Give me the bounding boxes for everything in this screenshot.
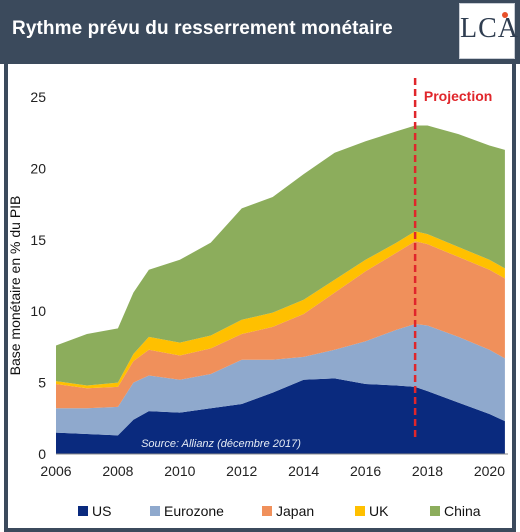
logo-dot-icon	[502, 12, 508, 18]
logo-text: LCA	[460, 13, 519, 44]
lca-logo: LCA	[459, 3, 519, 59]
y-tick-label: 25	[30, 89, 46, 105]
area-eurozone	[56, 324, 505, 436]
y-tick-label: 0	[38, 446, 46, 462]
source-annotation: Source: Allianz (décembre 2017)	[141, 438, 301, 450]
y-axis-label: Base monétaire en % du PIB	[7, 196, 23, 376]
legend-label-china: China	[444, 503, 481, 519]
area-us	[56, 378, 505, 454]
area-china	[56, 125, 505, 386]
legend: US Eurozone Japan UK China	[78, 503, 481, 519]
legend-label-uk: UK	[369, 503, 389, 519]
legend-swatch-china	[430, 506, 440, 516]
x-tick-labels: 2006 2008 2010 2012 2014 2016 2018 2020	[40, 463, 505, 479]
legend-label-eurozone: Eurozone	[164, 503, 224, 519]
legend-swatch-eurozone	[150, 506, 160, 516]
x-tick-label: 2016	[350, 463, 381, 479]
area-uk	[56, 231, 505, 389]
y-tick-label: 10	[30, 303, 46, 319]
chart-frame	[4, 64, 516, 532]
y-tick-label: 5	[38, 375, 46, 391]
area-japan	[56, 241, 505, 409]
x-tick-label: 2006	[40, 463, 71, 479]
x-tick-label: 2012	[226, 463, 257, 479]
y-tick-label: 15	[30, 232, 46, 248]
area-layers	[56, 125, 505, 454]
legend-label-japan: Japan	[276, 503, 314, 519]
legend-swatch-japan	[262, 506, 272, 516]
y-tick-labels: 0 5 10 15 20 25	[30, 89, 46, 462]
legend-swatch-us	[78, 506, 88, 516]
x-tick-label: 2014	[288, 463, 319, 479]
x-tick-label: 2008	[102, 463, 133, 479]
x-tick-label: 2018	[412, 463, 443, 479]
header-bar: Rythme prévu du resserrement monétaire L…	[0, 0, 520, 64]
legend-swatch-uk	[355, 506, 365, 516]
x-tick-label: 2020	[474, 463, 505, 479]
projection-label: Projection	[424, 88, 492, 104]
y-tick-label: 20	[30, 160, 46, 176]
legend-label-us: US	[92, 503, 111, 519]
page-title: Rythme prévu du resserrement monétaire	[12, 18, 393, 39]
x-tick-label: 2010	[164, 463, 195, 479]
